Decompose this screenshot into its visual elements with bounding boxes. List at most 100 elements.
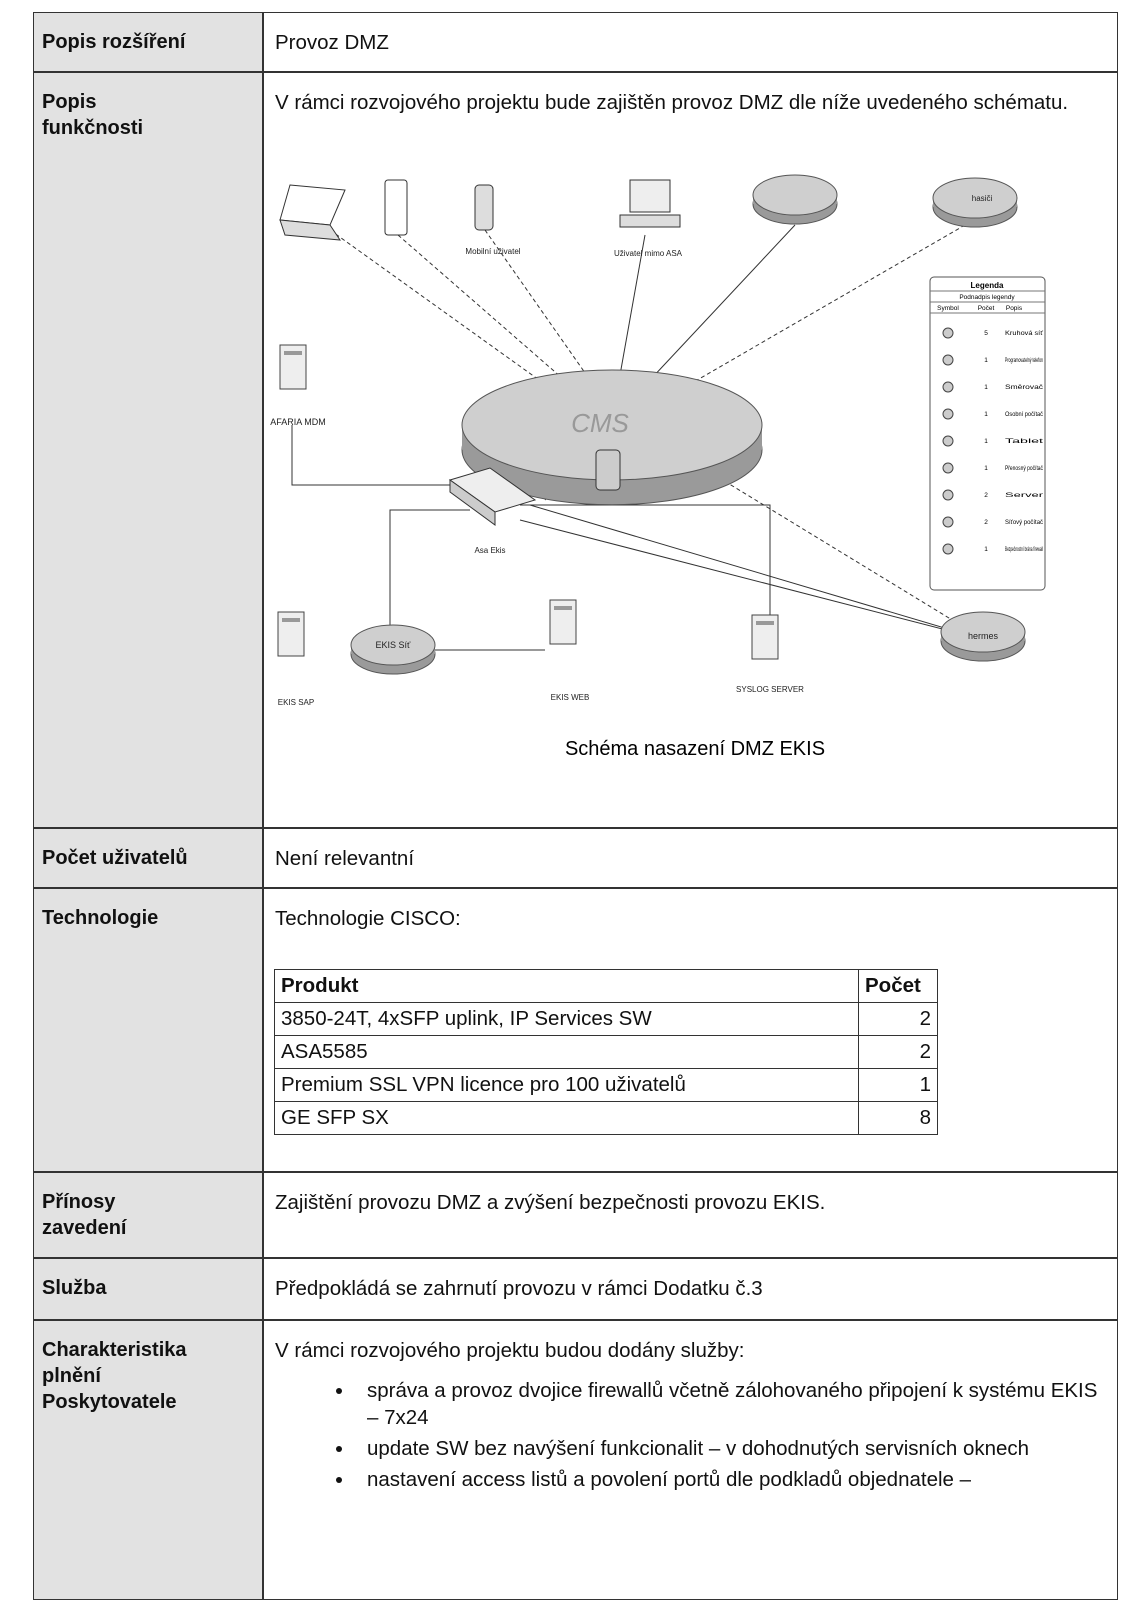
legend-column: Počet [978,305,995,312]
row-text: Zajištění provozu DMZ a zvýšení bezpečno… [275,1191,826,1214]
count-cell: 2 [858,1035,938,1069]
content-cell: Předpokládá se zahrnutí provozu v rámci … [262,1258,1118,1320]
count-cell: 2 [858,1002,938,1036]
phone-icon [474,184,494,231]
bullet-item: správa a provoz dvojice firewallů včetně… [355,1377,1105,1431]
legend-symbol [942,543,954,555]
node-label: AFARIA MDM [270,417,326,427]
row-label: Popis funkčnosti [42,91,144,139]
legend-description: Bezpečnostní brána firewall [1005,547,1043,553]
label-cell: Přínosy zavedení [33,1172,264,1258]
row-text: V rámci rozvojového projektu bude zajišt… [275,91,1069,114]
header-row: Produkt Počet [274,969,938,1003]
laptop-icon [279,184,346,226]
row-text: Není relevantní [275,847,415,870]
legend-description: Server [1005,493,1043,499]
legend-box [929,276,1046,591]
row-text: Předpokládá se zahrnutí provozu v rámci … [275,1277,763,1300]
legend-title: Legenda [971,281,1004,290]
node-label: Mobilní uživatel [465,247,520,256]
legend-description: Tablet [1005,439,1044,445]
node-label: EKIS WEB [551,693,590,702]
row-label: Technologie [42,907,159,929]
label-cell: Služba [33,1258,264,1320]
connector [291,425,450,486]
legend-description: Programovatelný telefon [1005,358,1043,364]
network-disc [350,624,436,666]
label-cell: Charakteristika plnění Poskytovatele [33,1320,264,1600]
connector [529,504,986,641]
connector [484,229,591,381]
legend-count: 1 [984,384,988,391]
product-cell: GE SFP SX [274,1101,859,1135]
product-row: GE SFP SX 8 [274,1101,938,1135]
legend-symbol [942,381,954,393]
row-label: Služba [42,1277,107,1299]
legend-count: 5 [984,330,988,337]
node-label: SYSLOG SERVER [736,685,804,694]
row-label: Popis rozšíření [42,31,186,53]
network-disc [752,174,838,216]
header-cell: Počet [858,969,938,1003]
legend-symbol [942,327,954,339]
node-label: CMS [571,408,629,438]
row-text: Technologie CISCO: [275,907,461,930]
legend-symbol [942,516,954,528]
bullet-list: správa a provoz dvojice firewallů včetně… [275,1377,1105,1493]
connector [389,509,470,640]
connector [679,224,966,391]
legend-column: Popis [1006,305,1023,312]
router-icon [449,479,496,526]
legend-count: 2 [984,492,988,499]
legend-symbol [942,462,954,474]
tablet-icon [384,179,408,236]
legend-symbol [942,435,954,447]
node-label: Asa Ekis [474,546,505,555]
legend-count: 1 [984,546,988,553]
laptop-icon [279,219,341,241]
firewall-icon [595,449,621,491]
row-label: Charakteristika plnění Poskytovatele [42,1339,187,1413]
network-disc [940,611,1026,653]
bullet-item: update SW bez navýšení funkcionalit – v … [355,1435,1105,1462]
diagram-caption: Schéma nasazení DMZ EKIS [565,738,825,760]
product-row: Premium SSL VPN licence pro 100 uživatel… [274,1068,938,1102]
connector [519,519,986,641]
legend-symbol [942,408,954,420]
server-icon [282,618,300,622]
legend-description: Osobní počítač [1005,412,1043,418]
content-cell: Provoz DMZ [262,12,1118,72]
content-cell: Není relevantní [262,828,1118,888]
node-label: EKIS Síť [376,640,412,650]
label-cell: Technologie [33,888,264,1172]
row-text: V rámci rozvojového projektu budou dodán… [275,1339,745,1362]
label-cell: Popis rozšíření [33,12,264,72]
network-disc [932,177,1018,219]
legend-subtitle: Podnadpis legendy [959,294,1015,301]
legend-column: Symbol [937,305,959,312]
legend-description: Síťový počítač [1005,520,1043,526]
legend-description: Přenosný počítač [1005,466,1043,472]
label-cell: Počet uživatelů [33,828,264,888]
connector [619,234,646,376]
node-label: EKIS SAP [278,698,314,707]
pc-icon [619,214,681,228]
node-label: Uživatel mimo ASA [614,249,683,258]
node-label: hasiči [972,194,993,203]
count-cell: 8 [858,1101,938,1135]
row-label: Počet uživatelů [42,847,188,869]
row-label: Přínosy zavedení [42,1191,127,1239]
connector [689,459,986,641]
connector [520,504,771,615]
server-icon [284,351,302,355]
content-cell: Zajištění provozu DMZ a zvýšení bezpečno… [262,1172,1118,1258]
content-cell: V rámci rozvojového projektu budou dodán… [262,1320,1118,1600]
server-icon [554,606,572,610]
connector [329,229,561,396]
legend-symbol [942,354,954,366]
label-cell: Popis funkčnosti [33,72,264,828]
legend-description: Kruhová síť [1005,331,1044,337]
legend-symbol [942,489,954,501]
